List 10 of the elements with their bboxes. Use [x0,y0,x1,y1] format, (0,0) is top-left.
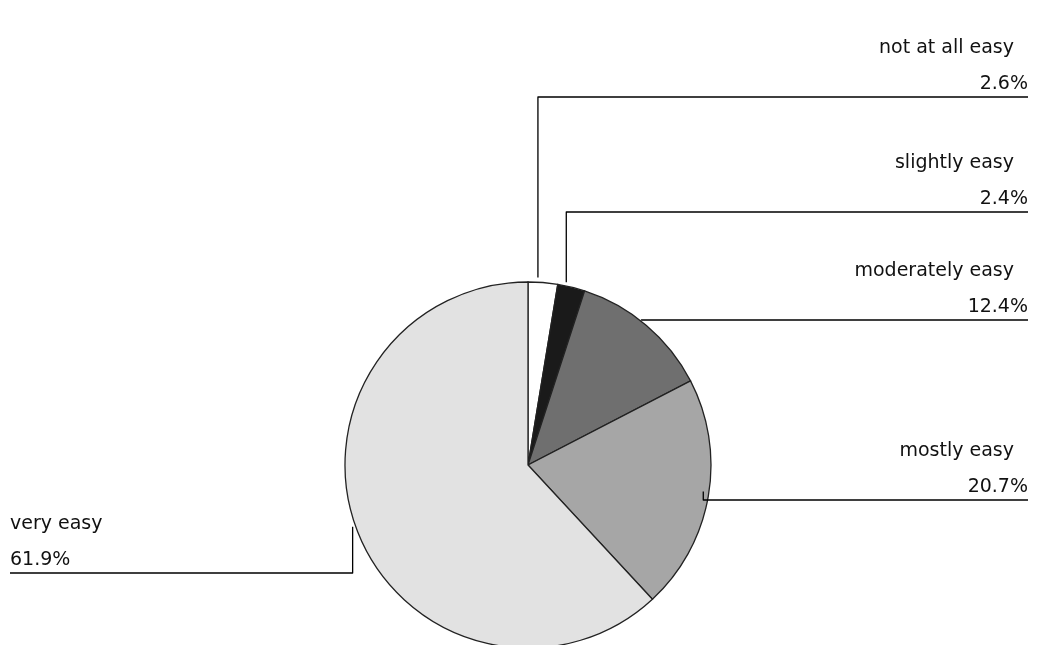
data-label: 12.4% [967,294,1028,316]
data-label: 2.4% [979,186,1028,208]
slice-label: not at all easy [878,35,1014,57]
slice-label: very easy [10,511,103,533]
data-label: 2.6% [979,71,1028,93]
data-label: 20.7% [967,474,1028,496]
slice-label: mostly easy [899,438,1014,460]
data-label: 61.9% [10,547,71,569]
slice-label: slightly easy [894,150,1014,172]
slice-label: moderately easy [854,258,1014,280]
